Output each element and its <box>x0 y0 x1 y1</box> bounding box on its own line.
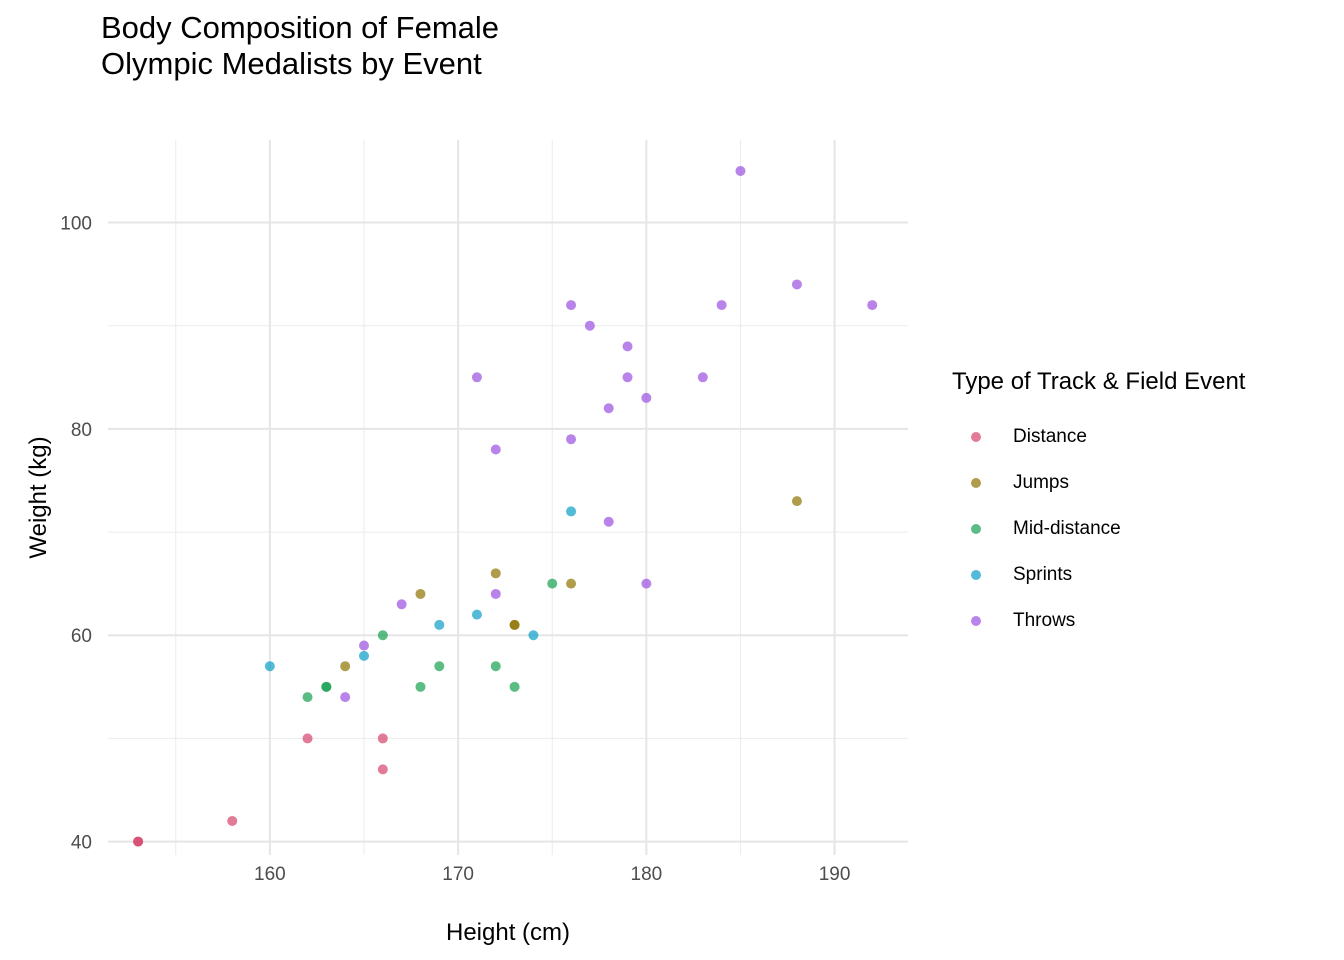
x-tick-label: 190 <box>819 864 851 885</box>
data-point-throws <box>566 300 577 311</box>
data-point-throws <box>622 341 633 352</box>
data-point-distance <box>133 836 144 847</box>
data-point-mid-distance <box>415 681 426 692</box>
data-point-throws <box>396 599 407 610</box>
data-point-throws <box>584 320 595 331</box>
data-point-throws <box>697 372 708 383</box>
data-point-mid-distance <box>377 630 388 641</box>
data-point-throws <box>359 640 369 651</box>
data-point-mid-distance <box>321 681 332 692</box>
data-point-sprints <box>471 609 482 620</box>
data-point-throws <box>340 692 351 703</box>
legend-item-distance: Distance <box>952 425 1087 449</box>
data-point-mid-distance <box>509 681 520 692</box>
data-point-throws <box>641 392 652 403</box>
data-point-sprints <box>264 661 275 672</box>
data-point-throws <box>641 578 652 589</box>
x-tick-label: 170 <box>442 864 474 885</box>
y-axis-label: Weight (kg) <box>25 436 52 558</box>
legend-dot-icon <box>971 432 981 442</box>
data-point-distance <box>227 815 238 826</box>
data-point-mid-distance <box>302 692 313 703</box>
data-point-throws <box>716 300 727 311</box>
data-point-jumps <box>566 578 577 589</box>
data-point-throws <box>735 165 746 176</box>
data-point-distance <box>302 733 313 744</box>
data-point-mid-distance <box>547 578 558 589</box>
data-point-sprints <box>434 619 445 630</box>
y-tick-label: 80 <box>71 420 92 441</box>
legend-dot-icon <box>971 570 981 580</box>
legend-title: Type of Track & Field Event <box>952 368 1246 395</box>
data-point-throws <box>490 444 501 455</box>
chart-title-line-1: Body Composition of Female <box>101 10 500 45</box>
data-point-jumps <box>415 588 426 599</box>
data-point-mid-distance <box>490 661 501 672</box>
data-point-jumps <box>791 496 802 507</box>
legend-label: Sprints <box>1013 564 1073 585</box>
legend-label: Distance <box>1013 426 1087 447</box>
data-point-throws <box>603 403 614 414</box>
legend-item-mid-distance: Mid-distance <box>952 517 1121 541</box>
data-point-sprints <box>528 630 539 641</box>
legend-dot-icon <box>971 478 981 488</box>
legend-item-throws: Throws <box>952 609 1075 633</box>
legend-label: Mid-distance <box>1013 518 1121 539</box>
data-point-throws <box>791 279 802 290</box>
y-tick-label: 60 <box>71 626 92 647</box>
x-axis-label: Height (cm) <box>446 919 570 946</box>
data-point-jumps <box>490 568 501 579</box>
data-point-sprints <box>566 506 577 517</box>
data-point-throws <box>566 434 577 445</box>
x-tick-label: 180 <box>631 864 663 885</box>
legend-item-jumps: Jumps <box>952 471 1069 495</box>
data-point-throws <box>490 588 501 599</box>
legend-label: Jumps <box>1013 472 1069 493</box>
y-tick-label: 40 <box>71 833 92 854</box>
legend-dot-icon <box>971 524 981 534</box>
data-point-distance <box>377 764 388 775</box>
data-point-throws <box>603 516 614 527</box>
data-point-sprints <box>359 650 369 661</box>
data-point-jumps <box>340 661 351 672</box>
legend-item-sprints: Sprints <box>952 563 1072 587</box>
data-point-mid-distance <box>434 661 445 672</box>
data-point-throws <box>867 300 878 311</box>
data-point-throws <box>471 372 482 383</box>
y-tick-label: 100 <box>60 214 92 235</box>
chart-title-line-2: Olympic Medalists by Event <box>101 46 482 81</box>
data-point-distance <box>377 733 388 744</box>
legend-label: Throws <box>1013 610 1076 631</box>
chart-title: Body Composition of Female Olympic Medal… <box>101 10 499 82</box>
data-point-jumps <box>509 619 520 630</box>
legend: Type of Track & Field Event Distance Jump… <box>952 368 1246 631</box>
legend-dot-icon <box>971 616 981 626</box>
data-point-throws <box>622 372 633 383</box>
x-tick-label: 160 <box>254 864 286 885</box>
